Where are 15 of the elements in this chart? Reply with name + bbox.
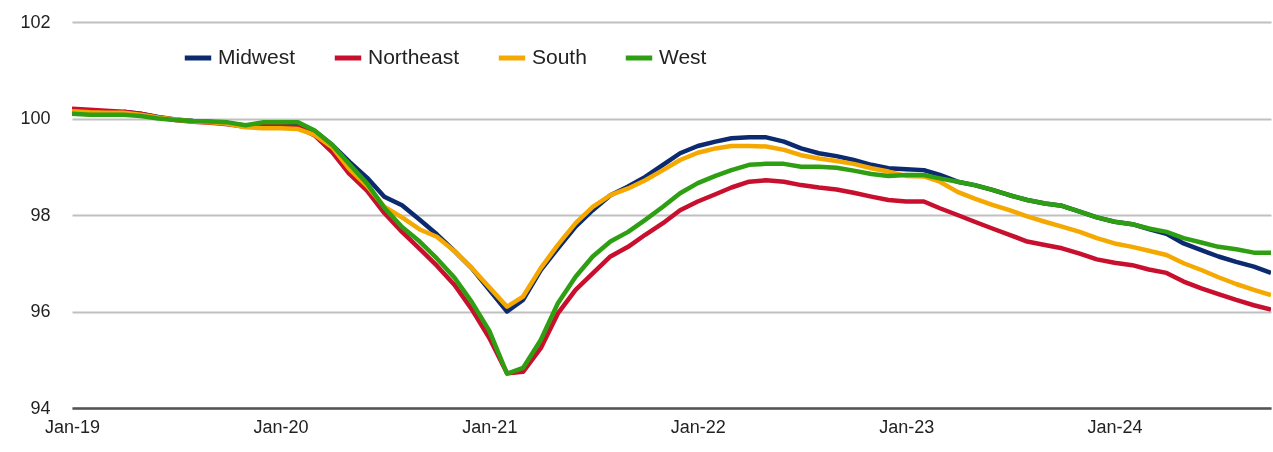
legend-label: Midwest — [218, 45, 296, 68]
y-tick-label: 100 — [20, 108, 51, 128]
legend-label: Northeast — [368, 45, 460, 68]
legend-label: West — [659, 45, 707, 68]
legend-label: South — [532, 45, 587, 68]
x-tick-label: Jan-22 — [670, 416, 726, 437]
y-tick-label: 102 — [20, 11, 51, 32]
x-tick-label: Jan-24 — [1087, 416, 1143, 437]
x-tick-label: Jan-23 — [879, 416, 935, 437]
y-tick-label: 94 — [30, 397, 51, 418]
x-tick-label: Jan-21 — [462, 416, 518, 437]
y-tick-label: 96 — [30, 301, 51, 321]
y-tick-label: 98 — [30, 204, 51, 225]
x-tick-label: Jan-20 — [253, 416, 309, 437]
x-tick-label: Jan-19 — [44, 416, 101, 437]
